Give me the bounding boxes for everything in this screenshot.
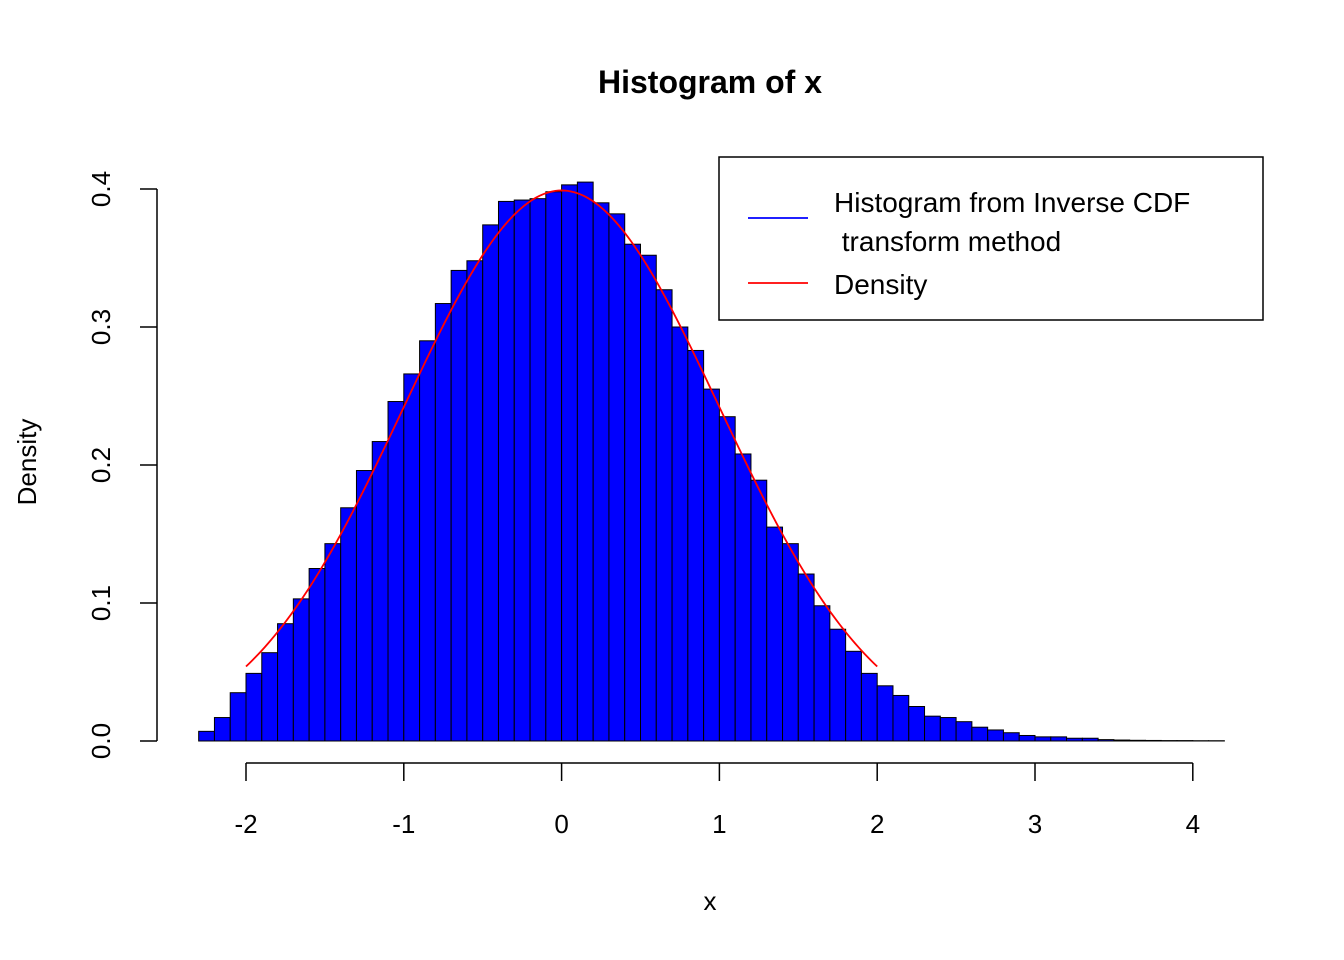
- histogram-bar: [655, 289, 673, 742]
- histogram-bar: [671, 326, 689, 742]
- histogram-bar: [576, 181, 594, 742]
- histogram-bar: [434, 303, 452, 742]
- histogram-bar: [734, 453, 752, 742]
- x-tick-label: -1: [392, 809, 415, 839]
- histogram-bar: [561, 184, 578, 742]
- histogram-bar: [277, 623, 294, 742]
- histogram-bar: [419, 340, 436, 742]
- histogram-bar: [466, 260, 484, 742]
- histogram-bar: [403, 373, 421, 742]
- histogram-bar: [1034, 736, 1052, 742]
- histogram-bar: [829, 628, 847, 742]
- histogram-bar: [750, 479, 768, 742]
- x-tick-label: 2: [870, 809, 884, 839]
- histogram-bar: [608, 213, 626, 742]
- histogram-bar: [892, 694, 910, 742]
- x-axis-label: x: [704, 886, 717, 916]
- histogram-bar: [845, 650, 862, 742]
- histogram-bar: [939, 717, 957, 742]
- histogram-bar: [1129, 739, 1146, 742]
- x-tick-label: 4: [1186, 809, 1200, 839]
- histogram-bar: [592, 202, 610, 742]
- histogram-bar: [450, 269, 468, 742]
- histogram-bar: [1050, 736, 1068, 742]
- histogram-bar: [718, 416, 736, 742]
- density-curve: [245, 189, 878, 668]
- histogram-bar: [766, 526, 784, 742]
- histogram-bar: [387, 401, 405, 742]
- histogram-bar: [1066, 737, 1083, 742]
- histogram-bar: [355, 470, 373, 742]
- histogram-bar: [971, 726, 989, 742]
- histogram-bar: [513, 199, 531, 742]
- chart-title: Histogram of x: [598, 64, 822, 100]
- histogram-bar: [324, 543, 342, 742]
- x-tick-label: -2: [234, 809, 257, 839]
- legend-box: [718, 156, 1264, 321]
- histogram-bar: [308, 568, 326, 742]
- histogram-bar: [797, 573, 815, 742]
- histogram-bar: [1113, 739, 1131, 742]
- histogram-bar: [545, 191, 563, 742]
- histogram-bar: [245, 672, 263, 742]
- histogram-bar: [1097, 739, 1115, 742]
- histogram-bar: [1018, 734, 1036, 742]
- histogram-bar: [292, 598, 310, 742]
- y-tick-label: 0.2: [86, 447, 116, 483]
- histogram-bar: [987, 729, 1004, 742]
- histogram-bar: [261, 652, 279, 742]
- histogram-bar: [955, 721, 973, 742]
- histogram-bar: [703, 388, 720, 742]
- histogram-bar: [198, 730, 215, 742]
- histogram-bar: [340, 507, 357, 742]
- histogram-bar: [924, 715, 941, 742]
- x-tick-label: 0: [554, 809, 568, 839]
- histogram-bar: [876, 685, 894, 742]
- histogram-bar: [624, 243, 641, 742]
- x-tick-label: 3: [1028, 809, 1042, 839]
- legend-histogram-label-line2: transform method: [834, 226, 1061, 257]
- y-tick-label: 0.3: [86, 309, 116, 345]
- histogram-bar: [482, 224, 499, 742]
- histogram-bar: [229, 692, 247, 742]
- histogram-bar: [908, 706, 926, 742]
- histogram-bar: [1081, 737, 1099, 742]
- histogram-bar: [1144, 739, 1162, 742]
- x-axis: -2 -1 0 1 2 3 4: [234, 762, 1200, 839]
- y-tick-label: 0.1: [86, 585, 116, 621]
- y-axis-label: Density: [12, 419, 42, 506]
- legend-histogram-label-line1: Histogram from Inverse CDF: [834, 187, 1190, 218]
- histogram-bar: [213, 717, 231, 742]
- histogram-bar: [497, 200, 515, 742]
- legend: Histogram from Inverse CDF transform met…: [718, 156, 1264, 321]
- histogram-bar: [687, 349, 705, 742]
- legend-density-label: Density: [834, 269, 927, 300]
- x-tick-label: 1: [712, 809, 726, 839]
- histogram-bar: [860, 672, 878, 742]
- histogram-bar: [529, 198, 547, 742]
- y-axis: 0.0 0.1 0.2 0.3 0.4: [86, 171, 158, 759]
- y-tick-label: 0.4: [86, 171, 116, 207]
- histogram-bar: [1002, 732, 1020, 742]
- histogram-bar: [640, 254, 657, 742]
- y-tick-label: 0.0: [86, 723, 116, 759]
- histogram-bar: [782, 543, 799, 742]
- histogram-bar: [371, 441, 389, 742]
- histogram-bars: [198, 181, 1225, 742]
- histogram-bar: [813, 605, 831, 742]
